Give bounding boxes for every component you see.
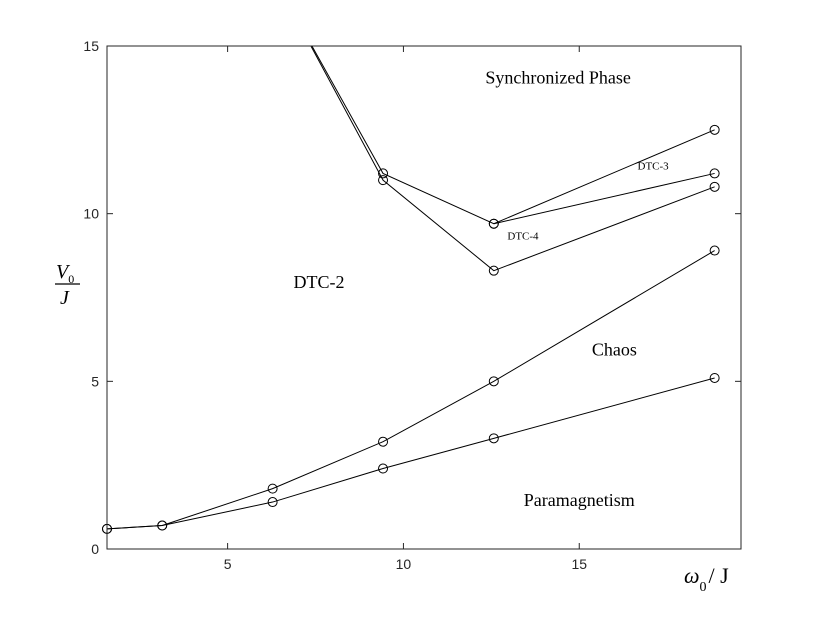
region-label-synchronized-phase: Synchronized Phase — [485, 68, 630, 88]
data-point-marker — [157, 520, 168, 531]
series-line-3 — [311, 46, 715, 225]
y-axis-label-denominator: J — [60, 287, 70, 309]
y-axis-label-numerator: V — [56, 261, 71, 283]
y-tick-label: 5 — [91, 373, 99, 389]
plot-frame — [106, 45, 742, 550]
y-tick-label: 10 — [83, 206, 99, 222]
series-line-5 — [493, 172, 715, 225]
data-point-marker — [378, 168, 389, 179]
data-point-marker — [378, 436, 389, 447]
y-tick-label: 0 — [91, 541, 99, 557]
data-point-marker — [267, 497, 278, 508]
data-point-marker — [709, 124, 720, 135]
plot-background — [107, 46, 741, 549]
y-axis-label: V0 J — [55, 261, 80, 309]
data-point-marker — [488, 265, 499, 276]
data-point-marker — [709, 372, 720, 383]
series-line-4 — [310, 46, 715, 272]
svg-text:V0: V0 — [56, 261, 74, 286]
region-label-dtc-4: DTC-4 — [507, 231, 539, 243]
series-line-2 — [107, 377, 715, 530]
data-point-marker — [709, 181, 720, 192]
x-axis-label: ω0/ J — [684, 563, 729, 595]
data-point-marker — [378, 175, 389, 186]
data-point-marker — [378, 463, 389, 474]
x-axis-label-sub: 0 — [700, 580, 707, 595]
y-tick-label: 15 — [83, 38, 99, 54]
data-point-marker — [709, 245, 720, 256]
data-point-marker — [709, 168, 720, 179]
data-point-marker — [488, 376, 499, 387]
y-axis-label-sub: 0 — [68, 272, 74, 286]
region-label-chaos: Chaos — [592, 339, 637, 359]
data-point-marker — [267, 483, 278, 494]
x-axis-label-rest: / J — [709, 563, 730, 588]
x-tick-label: 15 — [571, 556, 587, 572]
x-tick-label: 10 — [396, 556, 412, 572]
region-label-dtc-2: DTC-2 — [294, 272, 345, 292]
data-point-marker — [488, 218, 499, 229]
region-label-paramagnetism: Paramagnetism — [524, 490, 635, 510]
region-label-dtc-3: DTC-3 — [638, 160, 670, 172]
data-point-marker — [488, 433, 499, 444]
x-axis-label-main: ω — [684, 563, 700, 588]
x-tick-label: 5 — [224, 556, 232, 572]
